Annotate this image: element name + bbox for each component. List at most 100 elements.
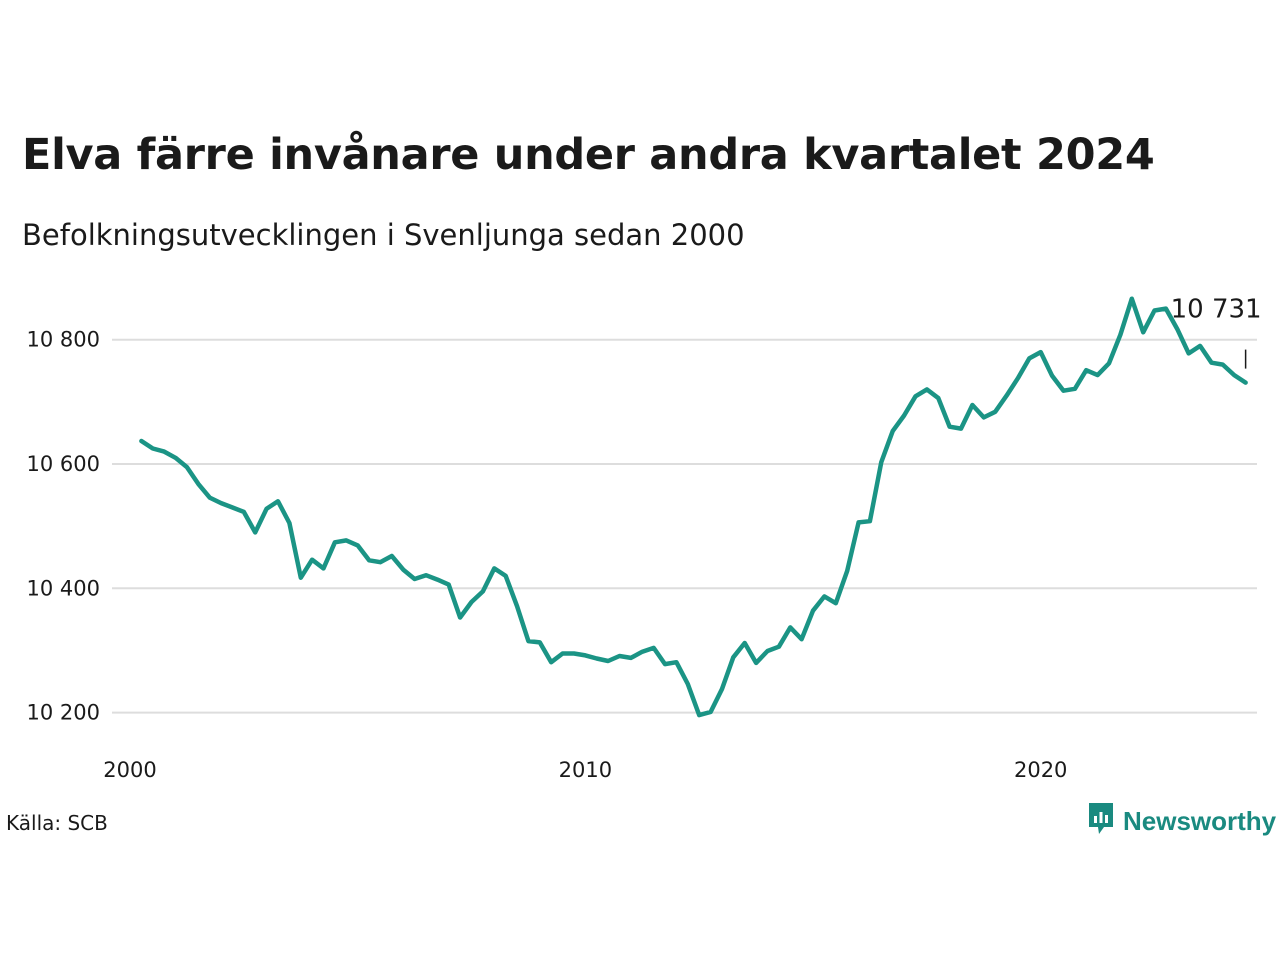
data-point [788,625,792,629]
y-tick-label: 10 400 [27,576,100,600]
data-point [322,566,325,570]
data-point [868,519,872,523]
data-point [219,501,223,505]
last-value-label: 10 731 [1171,295,1262,325]
data-point [1153,309,1156,312]
data-point [401,568,405,572]
y-tick-label: 10 800 [27,328,100,352]
data-point [754,661,758,665]
data-point [959,427,963,431]
data-point [367,558,371,562]
data-point [914,394,917,398]
data-point [1107,361,1111,365]
data-point [891,429,895,433]
x-tick-label: 2000 [103,758,156,782]
data-point [139,439,143,443]
data-point [435,578,439,582]
y-tick-label: 10 600 [27,452,100,476]
data-point [834,601,838,605]
data-point [185,465,189,469]
data-point [413,577,417,581]
data-point [356,543,360,547]
data-point [674,660,678,664]
data-point [811,609,815,613]
data-point [652,646,656,650]
brand-logo: Newsworthy [1087,803,1276,839]
gridlines [112,338,1257,714]
data-point [1005,394,1009,398]
data-point [492,566,496,570]
y-axis-ticks: 10 200 10 400 10 600 10 800 [27,328,100,725]
data-point [344,538,348,542]
data-point [777,645,781,649]
data-point [378,560,382,564]
data-point [1198,344,1202,348]
data-point [583,653,587,657]
data-point [515,604,519,608]
data-point [390,554,394,558]
source-note: Källa: SCB [6,811,108,835]
data-point [822,594,826,598]
data-point [731,655,735,659]
data-point [1130,297,1134,301]
data-point [970,403,974,407]
data-point [265,507,269,511]
data-point [1096,373,1100,377]
data-point [640,650,644,654]
data-point [686,682,690,686]
data-point [276,499,280,503]
data-point [1084,368,1088,372]
data-point [151,447,155,450]
x-tick-label: 2010 [559,758,612,782]
data-point [470,600,473,604]
data-point [333,540,337,544]
data-point [1164,307,1168,311]
data-point [538,640,542,644]
data-point [231,506,234,509]
data-point [629,656,633,660]
data-point [766,649,769,653]
y-tick-label: 10 200 [27,701,100,725]
data-point [993,410,997,414]
data-point [800,637,804,641]
data-point [1016,376,1020,380]
data-point [1118,333,1122,337]
data-point [743,641,747,645]
data-point [174,456,177,460]
data-point [1187,351,1191,355]
data-point [1027,356,1031,360]
data-point [299,576,303,580]
data-point [1062,389,1065,393]
data-point [242,510,246,514]
data-point [936,396,940,400]
data-point [1175,327,1179,331]
data-point [208,496,212,500]
data-point [982,415,986,419]
data-point [663,662,667,666]
data-point [424,573,428,577]
data-point [1221,363,1225,367]
data-point [948,425,952,429]
data-point [310,558,314,562]
data-point [572,652,576,655]
data-point [1039,350,1043,354]
data-point [253,530,257,534]
population-line [139,296,1248,718]
data-point [447,583,451,587]
data-point [526,639,530,643]
data-point [162,450,166,454]
data-point [1141,330,1145,334]
data-point [1210,361,1213,365]
data-point [606,659,610,663]
data-point [857,520,861,524]
data-point [618,654,621,658]
data-point [504,574,508,578]
data-point [845,569,849,573]
brand-name: Newsworthy [1123,805,1277,836]
data-point [595,657,599,660]
x-tick-label: 2020 [1014,758,1067,782]
data-points [139,297,1248,717]
data-point [1244,381,1248,385]
data-point [549,660,553,664]
